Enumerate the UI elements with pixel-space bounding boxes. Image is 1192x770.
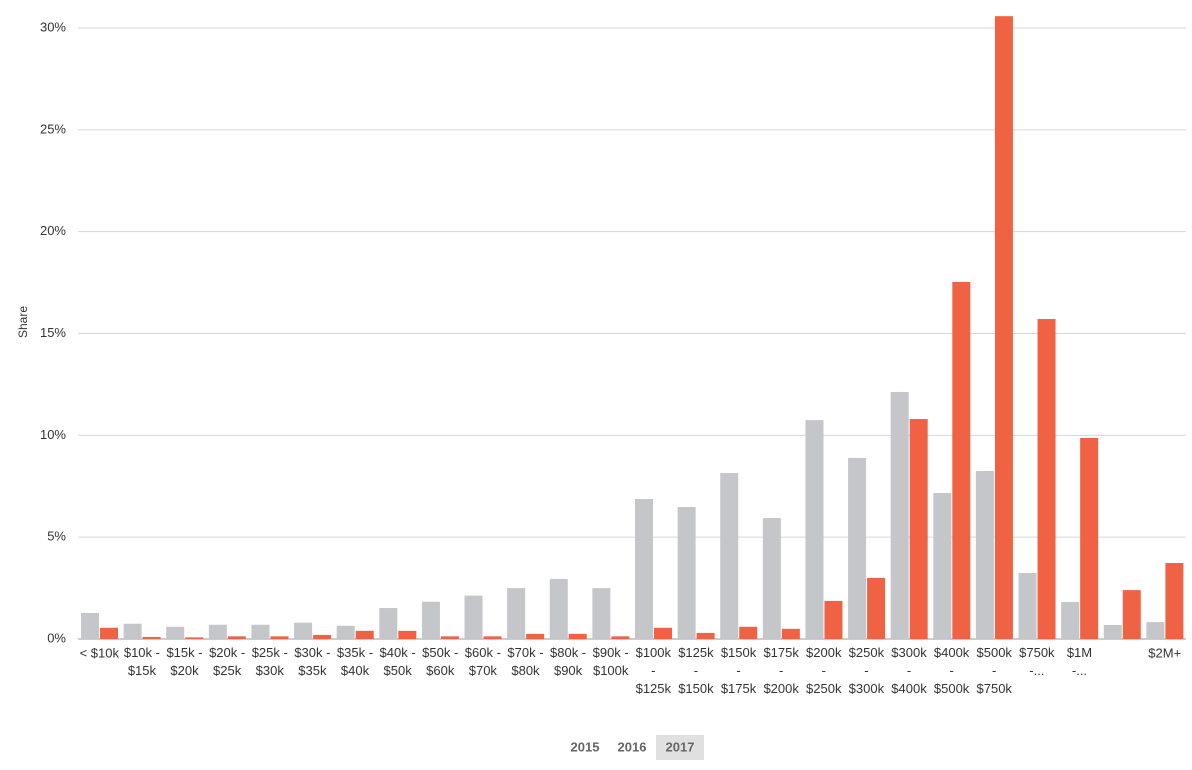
bar <box>549 578 568 639</box>
y-tick-label: 25% <box>40 121 66 136</box>
x-tick-label: $80k -$90k <box>550 645 586 678</box>
bar <box>355 630 374 639</box>
bar <box>909 419 928 639</box>
bar <box>294 622 313 639</box>
bar <box>867 577 886 639</box>
bar <box>398 630 417 639</box>
x-tick-label: $125k -$150k <box>678 645 714 696</box>
y-tick-label: 0% <box>47 630 66 645</box>
year-button-label: 2017 <box>666 739 695 754</box>
bar <box>994 16 1013 640</box>
bar <box>123 623 142 639</box>
bar <box>81 612 99 639</box>
x-tick-label: $500k -$750k <box>977 645 1013 696</box>
x-tick-label: $250k -$300k <box>849 645 885 696</box>
x-tick-label: $50k -$60k <box>422 645 458 678</box>
bar <box>100 627 118 639</box>
bar <box>1061 601 1080 639</box>
x-tick-label: $175k -$200k <box>763 645 799 696</box>
x-tick-label: < $10k <box>80 645 120 660</box>
bar <box>824 600 843 639</box>
bar <box>1037 319 1056 639</box>
bar <box>379 608 398 639</box>
bar <box>208 624 227 639</box>
bar <box>251 624 270 639</box>
x-tick-label: $35k -$40k <box>337 645 373 678</box>
year-button-bg <box>656 735 704 760</box>
bar <box>677 507 696 639</box>
bar <box>1080 437 1099 639</box>
bar <box>952 281 971 639</box>
bar <box>507 588 526 639</box>
x-tick-label: $15k -$20k <box>166 645 202 678</box>
bar <box>568 633 587 639</box>
y-tick-label: 10% <box>40 427 66 442</box>
bar <box>1122 590 1141 639</box>
y-tick-label: 15% <box>40 325 66 340</box>
x-tick-label: $70k -$80k <box>507 645 543 678</box>
bar <box>440 636 459 639</box>
bar <box>781 628 800 639</box>
bar <box>720 473 739 639</box>
year-button[interactable]: 2017 <box>656 735 704 760</box>
x-tick-label: $1M -... <box>1067 645 1092 678</box>
bar <box>464 595 483 639</box>
bar <box>805 420 824 639</box>
x-tick-label: $100k -$125k <box>636 645 672 696</box>
bar <box>739 626 758 639</box>
bar <box>654 627 672 639</box>
x-tick-label: $750k -... <box>1019 645 1055 678</box>
bar <box>166 626 185 639</box>
bar <box>526 633 545 639</box>
bar <box>611 636 630 639</box>
year-button[interactable]: 2015 <box>571 739 600 754</box>
bar <box>313 634 332 639</box>
y-tick-label: 5% <box>47 529 66 544</box>
y-tick-label: 20% <box>40 223 66 238</box>
x-tick-label: $200k -$250k <box>806 645 842 696</box>
year-button-label: 2015 <box>571 739 600 754</box>
bar <box>483 636 502 639</box>
bar <box>635 499 653 639</box>
bar <box>933 492 952 639</box>
bar <box>227 636 246 639</box>
x-tick-label: $25k -$30k <box>252 645 288 678</box>
bar <box>1165 563 1184 639</box>
bar <box>1103 624 1122 639</box>
x-tick-label: $2M+ <box>1148 645 1181 660</box>
x-tick-label: $20k -$25k <box>209 645 245 678</box>
bar <box>142 636 161 639</box>
x-tick-label: $10k -$15k <box>124 645 160 678</box>
x-tick-label: $150k -$175k <box>721 645 757 696</box>
y-axis-title: Share <box>16 306 30 338</box>
bar <box>762 518 781 639</box>
bar <box>890 391 909 639</box>
bar <box>848 457 867 639</box>
bar <box>421 601 440 639</box>
bar <box>592 588 611 639</box>
bar <box>185 637 204 639</box>
y-tick-label: 30% <box>40 19 66 34</box>
x-tick-label: $40k -$50k <box>380 645 416 678</box>
bar <box>975 470 994 639</box>
bar <box>1018 573 1037 639</box>
bar <box>336 625 355 639</box>
bar <box>696 632 715 639</box>
x-tick-label: $300k -$400k <box>891 645 927 696</box>
year-button-label: 2016 <box>618 739 647 754</box>
year-button[interactable]: 2016 <box>618 739 647 754</box>
x-tick-label: $30k -$35k <box>294 645 330 678</box>
x-tick-label: $60k -$70k <box>465 645 501 678</box>
x-tick-label: $90k -$100k <box>593 645 629 678</box>
bar <box>1146 622 1165 639</box>
bar <box>270 636 289 639</box>
x-tick-label: $400k -$500k <box>934 645 970 696</box>
